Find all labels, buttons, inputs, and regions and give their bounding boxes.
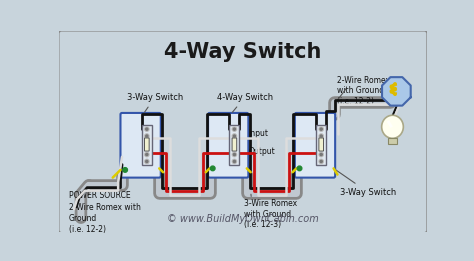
Ellipse shape [382,115,403,138]
Circle shape [320,160,322,163]
Text: POWER SOURCE
2-Wire Romex with
Ground
(i.e. 12-2): POWER SOURCE 2-Wire Romex with Ground (i… [69,192,140,234]
Circle shape [145,159,149,164]
Polygon shape [382,77,410,106]
Circle shape [145,127,149,131]
Bar [142,125,152,165]
Circle shape [210,166,215,171]
Circle shape [146,128,148,130]
Circle shape [145,134,149,138]
FancyBboxPatch shape [145,138,149,151]
Bar [316,125,326,165]
Text: Output: Output [248,147,275,156]
FancyBboxPatch shape [319,138,324,151]
Circle shape [233,160,236,163]
Circle shape [146,135,148,137]
Text: Input: Input [248,129,268,138]
Circle shape [319,134,323,138]
Text: 4-Way Switch: 4-Way Switch [164,42,322,62]
FancyBboxPatch shape [232,138,237,151]
Circle shape [232,152,237,157]
Bar [388,138,397,144]
FancyBboxPatch shape [120,113,161,178]
Circle shape [145,152,149,157]
FancyBboxPatch shape [58,31,428,233]
Circle shape [320,153,322,156]
Circle shape [319,159,323,164]
Circle shape [320,135,322,137]
Circle shape [320,128,322,130]
Text: © www.BuildMyOwnCabin.com: © www.BuildMyOwnCabin.com [167,214,319,224]
Circle shape [233,135,236,137]
FancyBboxPatch shape [208,113,248,178]
Circle shape [146,153,148,156]
Circle shape [232,159,237,164]
Text: 2-Wire Romex
with Ground
(i.e. 12-2): 2-Wire Romex with Ground (i.e. 12-2) [337,76,391,106]
Circle shape [297,166,302,171]
Circle shape [319,127,323,131]
FancyBboxPatch shape [295,113,335,178]
Bar [229,125,239,165]
Circle shape [123,168,128,172]
Text: 3-Wire Romex
with Ground
(i.e. 12-3): 3-Wire Romex with Ground (i.e. 12-3) [244,199,297,229]
Text: 4-Way Switch: 4-Way Switch [217,93,273,112]
Text: 3-Way Switch: 3-Way Switch [336,170,396,197]
Circle shape [233,153,236,156]
Circle shape [232,134,237,138]
Circle shape [233,128,236,130]
Circle shape [146,160,148,163]
Circle shape [232,127,237,131]
Circle shape [319,152,323,157]
Text: 3-Way Switch: 3-Way Switch [127,93,183,112]
